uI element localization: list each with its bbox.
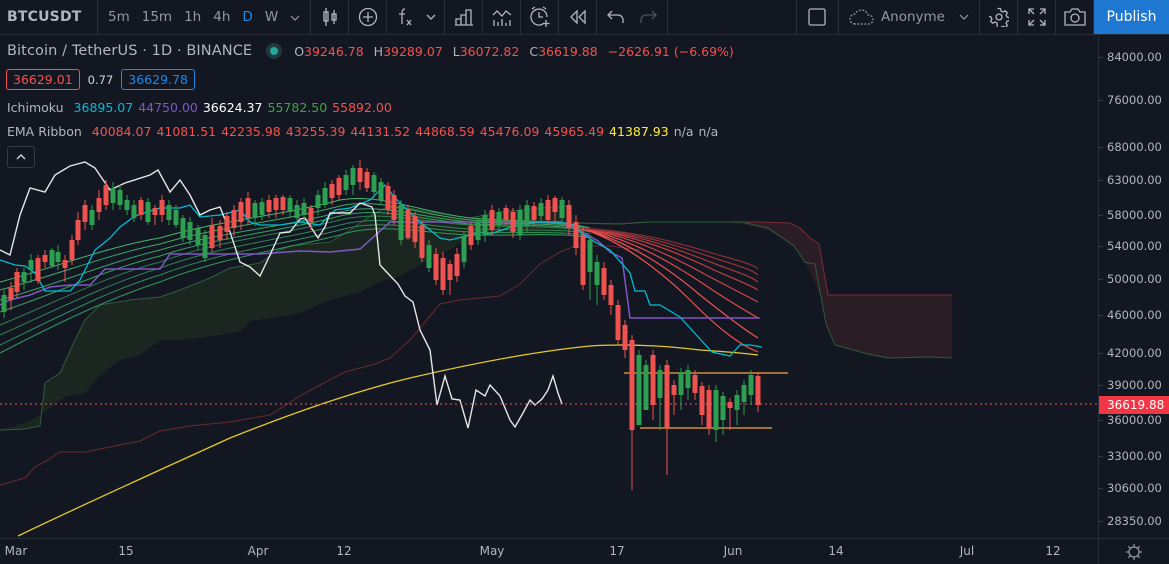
indicators-dropdown-icon	[426, 14, 436, 20]
spread-value: 0.77	[87, 72, 114, 87]
indicator-value: 41081.51	[156, 124, 217, 139]
gear-icon	[1126, 543, 1142, 560]
financials-bars-icon[interactable]	[445, 0, 484, 34]
time-tick: Jun	[723, 544, 743, 558]
alert-icon[interactable]	[521, 0, 560, 34]
price-tick: 42000.00	[1099, 346, 1169, 360]
cloud-icon	[849, 9, 874, 25]
time-tick: May	[479, 544, 505, 558]
current-price-label: 36619.88	[1099, 396, 1169, 414]
indicator-value: n/a	[698, 124, 719, 139]
indicator-value: 42235.98	[221, 124, 281, 139]
indicator-name: EMA Ribbon	[7, 124, 82, 139]
settings-icon[interactable]	[980, 0, 1018, 34]
indicator-value: 43255.39	[285, 124, 346, 139]
interval-d[interactable]: D	[242, 9, 253, 25]
price-tick: 39000.00	[1099, 378, 1169, 392]
indicator-ema-ribbon[interactable]: EMA Ribbon 40084.07 41081.51 42235.98 43255…	[7, 124, 723, 139]
time-tick: 12	[336, 544, 352, 558]
price-tick: 63000.00	[1099, 173, 1169, 187]
account-dropdown[interactable]: Anonyme	[839, 0, 980, 34]
layout-square-icon[interactable]	[797, 0, 839, 34]
top-toolbar: BTCUSDT 5m 15m 1h 4h D W Anon	[0, 0, 1169, 35]
price-tick: 68000.00	[1099, 140, 1169, 154]
price-tick: 33000.00	[1099, 449, 1169, 463]
indicator-value: 45476.09	[479, 124, 540, 139]
price-tick: 58000.00	[1099, 208, 1169, 222]
indicator-value: 41387.93	[609, 124, 669, 139]
time-tick: 17	[609, 544, 625, 558]
interval-4h[interactable]: 4h	[213, 9, 231, 25]
symbol-title[interactable]: Bitcoin / TetherUS · 1D · BINANCE	[7, 43, 253, 59]
interval-1h[interactable]: 1h	[184, 9, 202, 25]
price-tick: 76000.00	[1099, 93, 1169, 107]
indicator-value: 55892.00	[332, 100, 392, 115]
buy-price-button[interactable]: 36629.78	[121, 69, 195, 90]
open-value: 39246.78	[304, 43, 364, 59]
bid-ask: 36629.01 0.77 36629.78	[6, 69, 195, 90]
undo-icon[interactable]	[607, 10, 625, 24]
sell-price-button[interactable]: 36629.01	[6, 69, 80, 90]
chart-settings-button[interactable]	[1098, 538, 1169, 564]
chevron-up-icon	[16, 154, 26, 160]
time-tick: 14	[828, 544, 844, 558]
price-tick: 50000.00	[1099, 272, 1169, 286]
time-tick: 12	[1045, 544, 1061, 558]
indicator-value: n/a	[673, 124, 694, 139]
candlesticks	[1, 160, 761, 490]
time-tick: Jul	[959, 544, 975, 558]
fullscreen-icon[interactable]	[1018, 0, 1056, 34]
market-status-icon[interactable]	[266, 43, 283, 59]
low-value: 36072.82	[459, 43, 520, 59]
time-tick: 15	[118, 544, 134, 558]
toolbar-spacer	[668, 0, 797, 34]
add-compare-icon[interactable]	[349, 0, 388, 34]
indicator-ichimoku[interactable]: Ichimoku 36895.07 44750.00 36624.37 55782.5…	[7, 100, 397, 115]
high-value: 39289.07	[383, 43, 443, 59]
collapse-legend-button[interactable]	[7, 146, 35, 168]
indicator-value: 44131.52	[350, 124, 411, 139]
templates-icon[interactable]	[483, 0, 522, 34]
close-value: 36619.88	[538, 43, 598, 59]
symbol-search[interactable]: BTCUSDT	[0, 0, 98, 34]
time-tick: Apr	[247, 544, 269, 558]
indicator-name: Ichimoku	[7, 100, 64, 115]
change-value: −2626.91 (−6.69%)	[607, 43, 734, 59]
price-tick: 84000.00	[1099, 50, 1169, 64]
interval-dropdown-icon[interactable]	[284, 9, 306, 25]
time-tick: Mar	[4, 544, 28, 558]
price-tick: 46000.00	[1099, 308, 1169, 322]
indicator-value: 55782.50	[267, 100, 328, 115]
indicator-value: 44750.00	[138, 100, 198, 115]
chevron-down-icon	[959, 14, 969, 20]
price-tick: 30600.00	[1099, 481, 1169, 495]
candles-icon[interactable]	[311, 0, 350, 34]
indicator-value: 40084.07	[91, 124, 152, 139]
indicators-fx-icon[interactable]	[387, 0, 446, 34]
indicator-value: 36895.07	[73, 100, 134, 115]
symbol-legend: Bitcoin / TetherUS · 1D · BINANCE O39246…	[7, 43, 740, 59]
interval-5m[interactable]: 5m	[108, 9, 130, 25]
undo-redo-group	[597, 0, 669, 34]
interval-15m[interactable]: 15m	[141, 9, 173, 25]
replay-icon[interactable]	[559, 0, 598, 34]
time-axis[interactable]: Mar 15 Apr 12 May 17 Jun 14 Jul 12	[0, 538, 1098, 564]
interval-w[interactable]: W	[264, 9, 279, 25]
price-chart-canvas[interactable]	[0, 36, 1098, 538]
indicator-value: 45965.49	[544, 124, 605, 139]
interval-group: 5m 15m 1h 4h D W	[98, 0, 312, 34]
ohlc-values: O39246.78 H39289.07 L36072.82 C36619.88 …	[294, 43, 734, 59]
price-axis[interactable]: 28350.00 30600.00 33000.00 36000.00 39000.00…	[1098, 36, 1169, 538]
account-name: Anonyme	[880, 9, 945, 25]
redo-icon[interactable]	[639, 10, 658, 24]
indicator-value: 44868.59	[415, 124, 475, 139]
indicator-value: 36624.37	[202, 100, 263, 115]
camera-icon[interactable]	[1056, 0, 1094, 34]
price-tick: 36000.00	[1099, 413, 1169, 427]
price-tick: 28350.00	[1099, 514, 1169, 528]
publish-button[interactable]: Publish	[1094, 0, 1169, 34]
price-tick: 54000.00	[1099, 239, 1169, 253]
